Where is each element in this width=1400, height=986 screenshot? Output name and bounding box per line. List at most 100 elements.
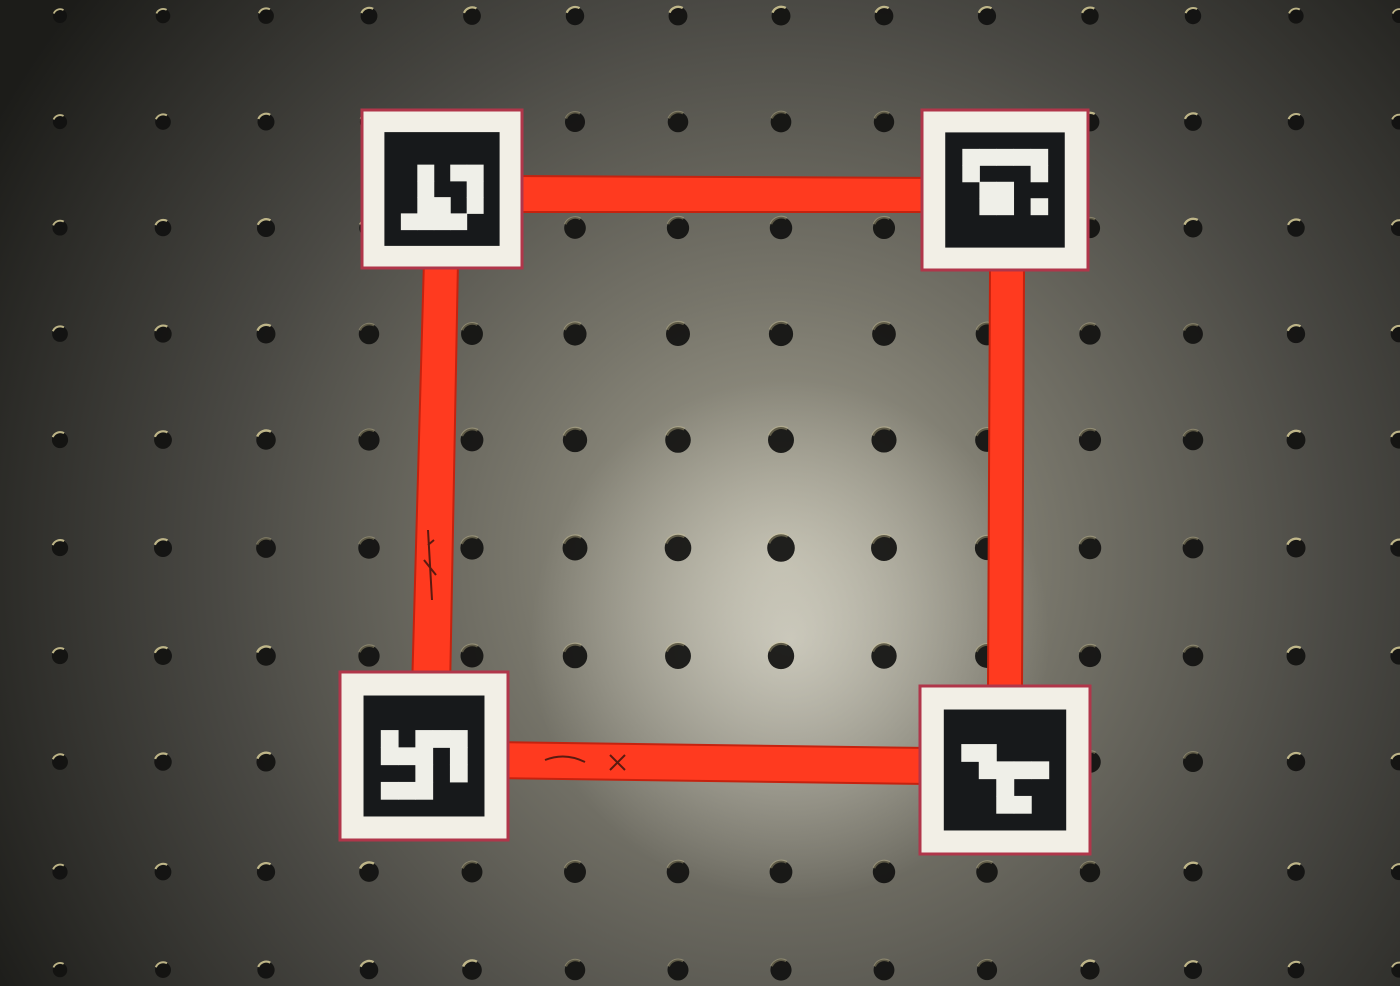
mounting-hole bbox=[256, 218, 276, 238]
marker-cell bbox=[433, 197, 451, 214]
mounting-hole bbox=[155, 113, 171, 130]
mounting-hole bbox=[462, 6, 481, 25]
mounting-hole bbox=[1184, 7, 1202, 25]
mounting-hole bbox=[1183, 112, 1202, 131]
mounting-hole bbox=[771, 5, 791, 26]
marker-cell bbox=[979, 181, 997, 199]
mounting-hole bbox=[562, 642, 588, 669]
mounting-hole bbox=[153, 538, 173, 558]
marker-cell bbox=[979, 148, 997, 166]
frame-bar-bottom bbox=[489, 740, 932, 786]
mounting-hole bbox=[1390, 863, 1400, 881]
mounting-hole bbox=[976, 860, 998, 883]
mounting-hole bbox=[256, 645, 276, 666]
marker-cell bbox=[996, 198, 1015, 216]
marker-cell bbox=[962, 165, 980, 183]
mounting-hole bbox=[153, 646, 172, 665]
marker-cell bbox=[398, 747, 416, 766]
mounting-hole bbox=[562, 534, 588, 561]
mounting-hole bbox=[1183, 861, 1203, 882]
mounting-hole bbox=[358, 644, 380, 667]
frame-bar-top bbox=[499, 174, 951, 213]
mounting-hole bbox=[154, 218, 172, 237]
mounting-hole bbox=[563, 859, 586, 883]
mounting-hole bbox=[51, 431, 69, 449]
mounting-hole bbox=[1390, 219, 1400, 236]
mounting-hole bbox=[1287, 113, 1305, 131]
mounting-hole bbox=[52, 325, 68, 342]
mounting-hole bbox=[668, 5, 688, 26]
marker-cell bbox=[415, 764, 434, 783]
mounting-hole bbox=[1183, 960, 1203, 980]
mounting-hole bbox=[51, 647, 69, 665]
mounting-hole bbox=[359, 959, 379, 980]
mounting-hole bbox=[255, 537, 276, 558]
mounting-hole bbox=[256, 751, 276, 772]
mounting-hole bbox=[664, 641, 691, 669]
mounting-hole bbox=[460, 322, 483, 345]
mounting-hole bbox=[767, 641, 795, 670]
mounting-hole bbox=[52, 962, 68, 978]
mounting-hole bbox=[666, 859, 690, 884]
mounting-hole bbox=[1287, 218, 1305, 237]
mounting-hole bbox=[154, 324, 172, 343]
mounting-hole bbox=[1390, 538, 1400, 557]
marker-cell bbox=[415, 730, 434, 748]
marker-cell bbox=[432, 730, 451, 748]
mounting-hole bbox=[52, 8, 67, 23]
mounting-hole bbox=[1390, 324, 1400, 343]
mounting-hole bbox=[257, 112, 275, 131]
mounting-hole bbox=[358, 536, 380, 559]
mounting-hole bbox=[155, 8, 171, 24]
mounting-hole bbox=[873, 110, 895, 133]
mounting-hole bbox=[154, 961, 171, 978]
marker-cell bbox=[415, 781, 434, 800]
marker-cell bbox=[415, 747, 434, 766]
marker-cell bbox=[1030, 198, 1049, 216]
mounting-hole bbox=[460, 427, 484, 452]
mounting-hole bbox=[1286, 429, 1306, 450]
marker-cell bbox=[961, 744, 980, 762]
mounting-hole bbox=[767, 425, 794, 453]
marker-cell bbox=[417, 164, 435, 182]
marker-cell bbox=[978, 761, 997, 780]
mounting-hole bbox=[1182, 428, 1204, 451]
marker-cell bbox=[433, 213, 451, 231]
mounting-hole bbox=[51, 539, 69, 557]
mounting-hole bbox=[665, 426, 691, 453]
mounting-hole bbox=[769, 859, 793, 884]
aruco-marker-bottom-left bbox=[338, 670, 510, 842]
mounting-hole bbox=[565, 5, 585, 26]
marker-cell bbox=[1013, 761, 1032, 780]
marker-cell bbox=[1030, 165, 1049, 183]
marker-cell bbox=[466, 197, 484, 214]
mounting-hole bbox=[667, 958, 689, 981]
mounting-hole bbox=[1183, 217, 1203, 238]
mounting-hole bbox=[1078, 535, 1102, 560]
marker-cell bbox=[962, 148, 980, 166]
mounting-hole bbox=[1079, 322, 1101, 345]
marker-cell bbox=[398, 781, 416, 800]
marker-cell bbox=[380, 747, 399, 766]
mounting-hole bbox=[153, 430, 172, 449]
marker-cell bbox=[466, 164, 484, 182]
mounting-hole bbox=[460, 535, 484, 560]
mounting-hole bbox=[52, 219, 68, 236]
mounting-hole bbox=[51, 753, 68, 770]
mounting-hole bbox=[871, 321, 896, 346]
mounting-hole bbox=[1287, 862, 1305, 881]
mounting-hole bbox=[1182, 644, 1204, 667]
marker-cell bbox=[417, 213, 435, 231]
mounting-hole bbox=[665, 320, 690, 346]
mounting-hole bbox=[1287, 960, 1305, 979]
mounting-hole bbox=[154, 862, 172, 881]
mounting-hole bbox=[664, 533, 692, 562]
marker-cell bbox=[978, 744, 997, 762]
mounting-hole bbox=[1286, 751, 1306, 772]
marker-cell bbox=[450, 213, 468, 231]
mounting-hole bbox=[872, 859, 896, 884]
mounting-hole bbox=[977, 6, 997, 26]
marker-cell bbox=[417, 180, 435, 198]
